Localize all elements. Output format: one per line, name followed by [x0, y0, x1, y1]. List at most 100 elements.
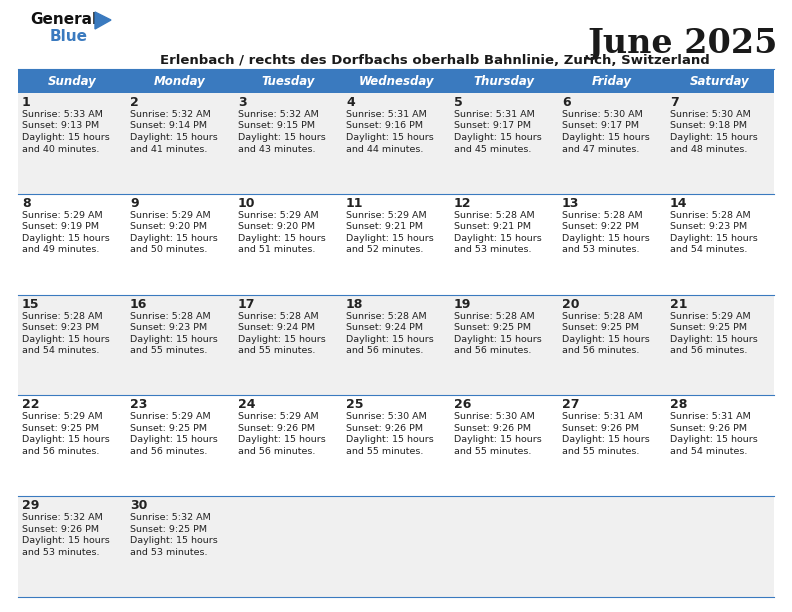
- Text: and 56 minutes.: and 56 minutes.: [562, 346, 639, 355]
- Text: Sunrise: 5:28 AM: Sunrise: 5:28 AM: [130, 312, 211, 321]
- Text: Sunset: 9:26 PM: Sunset: 9:26 PM: [670, 424, 747, 433]
- Text: 22: 22: [22, 398, 40, 411]
- Text: Sunset: 9:22 PM: Sunset: 9:22 PM: [562, 222, 639, 231]
- Text: 7: 7: [670, 96, 679, 109]
- Bar: [450, 69, 558, 93]
- Text: Sunrise: 5:29 AM: Sunrise: 5:29 AM: [130, 412, 211, 422]
- Text: Sunrise: 5:28 AM: Sunrise: 5:28 AM: [238, 312, 318, 321]
- Text: and 47 minutes.: and 47 minutes.: [562, 144, 639, 154]
- Text: and 56 minutes.: and 56 minutes.: [22, 447, 99, 456]
- Text: Sunrise: 5:32 AM: Sunrise: 5:32 AM: [22, 513, 103, 522]
- Text: 4: 4: [346, 96, 355, 109]
- Bar: [126, 69, 234, 93]
- Text: Daylight: 15 hours: Daylight: 15 hours: [670, 435, 758, 444]
- Text: and 55 minutes.: and 55 minutes.: [562, 447, 639, 456]
- Text: 25: 25: [346, 398, 364, 411]
- Text: 10: 10: [238, 197, 256, 210]
- Text: Daylight: 15 hours: Daylight: 15 hours: [346, 234, 434, 243]
- Text: Daylight: 15 hours: Daylight: 15 hours: [454, 435, 542, 444]
- Text: Sunset: 9:24 PM: Sunset: 9:24 PM: [346, 323, 423, 332]
- Text: and 55 minutes.: and 55 minutes.: [454, 447, 531, 456]
- Text: Sunrise: 5:30 AM: Sunrise: 5:30 AM: [670, 110, 751, 119]
- Text: 5: 5: [454, 96, 463, 109]
- Bar: [234, 69, 342, 93]
- Text: Sunset: 9:24 PM: Sunset: 9:24 PM: [238, 323, 315, 332]
- Text: Sunset: 9:26 PM: Sunset: 9:26 PM: [346, 424, 423, 433]
- Text: Sunset: 9:26 PM: Sunset: 9:26 PM: [22, 524, 99, 534]
- Text: and 56 minutes.: and 56 minutes.: [346, 346, 424, 355]
- Text: Daylight: 15 hours: Daylight: 15 hours: [130, 234, 218, 243]
- Text: Sunrise: 5:29 AM: Sunrise: 5:29 AM: [670, 312, 751, 321]
- Text: Sunrise: 5:30 AM: Sunrise: 5:30 AM: [346, 412, 427, 422]
- Text: Sunrise: 5:28 AM: Sunrise: 5:28 AM: [454, 211, 535, 220]
- Text: and 51 minutes.: and 51 minutes.: [238, 245, 315, 255]
- Text: Daylight: 15 hours: Daylight: 15 hours: [22, 234, 110, 243]
- Text: 8: 8: [22, 197, 31, 210]
- Text: Sunset: 9:21 PM: Sunset: 9:21 PM: [454, 222, 531, 231]
- Text: 3: 3: [238, 96, 246, 109]
- Text: Daylight: 15 hours: Daylight: 15 hours: [238, 234, 326, 243]
- Text: and 54 minutes.: and 54 minutes.: [22, 346, 99, 355]
- Text: Daylight: 15 hours: Daylight: 15 hours: [454, 234, 542, 243]
- Text: 29: 29: [22, 499, 40, 512]
- Text: Thursday: Thursday: [474, 75, 535, 88]
- Text: Sunrise: 5:28 AM: Sunrise: 5:28 AM: [22, 312, 103, 321]
- Text: Daylight: 15 hours: Daylight: 15 hours: [346, 435, 434, 444]
- Text: Sunset: 9:25 PM: Sunset: 9:25 PM: [670, 323, 747, 332]
- Bar: [18, 496, 774, 597]
- Text: and 48 minutes.: and 48 minutes.: [670, 144, 748, 154]
- Text: and 53 minutes.: and 53 minutes.: [562, 245, 639, 255]
- Text: 20: 20: [562, 297, 580, 311]
- Text: and 55 minutes.: and 55 minutes.: [130, 346, 208, 355]
- Text: 2: 2: [130, 96, 139, 109]
- Text: Sunrise: 5:31 AM: Sunrise: 5:31 AM: [670, 412, 751, 422]
- Text: Daylight: 15 hours: Daylight: 15 hours: [238, 435, 326, 444]
- Text: Sunrise: 5:29 AM: Sunrise: 5:29 AM: [238, 211, 318, 220]
- Text: Sunrise: 5:29 AM: Sunrise: 5:29 AM: [22, 412, 103, 422]
- Text: Daylight: 15 hours: Daylight: 15 hours: [670, 335, 758, 343]
- Text: and 56 minutes.: and 56 minutes.: [130, 447, 208, 456]
- Text: Wednesday: Wednesday: [358, 75, 434, 88]
- Text: Daylight: 15 hours: Daylight: 15 hours: [670, 234, 758, 243]
- Text: Sunrise: 5:29 AM: Sunrise: 5:29 AM: [346, 211, 427, 220]
- Bar: [342, 69, 450, 93]
- Text: 13: 13: [562, 197, 580, 210]
- Text: Daylight: 15 hours: Daylight: 15 hours: [346, 133, 434, 142]
- Text: Friday: Friday: [592, 75, 632, 88]
- Bar: [666, 69, 774, 93]
- Text: and 53 minutes.: and 53 minutes.: [454, 245, 531, 255]
- Bar: [18, 294, 774, 395]
- Text: and 44 minutes.: and 44 minutes.: [346, 144, 424, 154]
- Text: 30: 30: [130, 499, 147, 512]
- Text: Sunset: 9:13 PM: Sunset: 9:13 PM: [22, 122, 99, 130]
- Text: Daylight: 15 hours: Daylight: 15 hours: [670, 133, 758, 142]
- Text: and 56 minutes.: and 56 minutes.: [238, 447, 315, 456]
- Text: Sunrise: 5:28 AM: Sunrise: 5:28 AM: [670, 211, 751, 220]
- Text: 14: 14: [670, 197, 687, 210]
- Text: Sunset: 9:26 PM: Sunset: 9:26 PM: [454, 424, 531, 433]
- Text: Daylight: 15 hours: Daylight: 15 hours: [454, 335, 542, 343]
- Bar: [18, 69, 126, 93]
- Bar: [18, 395, 774, 496]
- Text: Sunset: 9:26 PM: Sunset: 9:26 PM: [562, 424, 639, 433]
- Text: Sunset: 9:25 PM: Sunset: 9:25 PM: [454, 323, 531, 332]
- Text: Sunset: 9:14 PM: Sunset: 9:14 PM: [130, 122, 207, 130]
- Text: Sunrise: 5:31 AM: Sunrise: 5:31 AM: [562, 412, 643, 422]
- Text: and 56 minutes.: and 56 minutes.: [454, 346, 531, 355]
- Text: and 55 minutes.: and 55 minutes.: [346, 447, 424, 456]
- Text: Monday: Monday: [154, 75, 206, 88]
- Text: and 45 minutes.: and 45 minutes.: [454, 144, 531, 154]
- Text: Sunset: 9:17 PM: Sunset: 9:17 PM: [562, 122, 639, 130]
- Text: Sunrise: 5:32 AM: Sunrise: 5:32 AM: [238, 110, 318, 119]
- Text: Sunset: 9:17 PM: Sunset: 9:17 PM: [454, 122, 531, 130]
- Text: Sunset: 9:20 PM: Sunset: 9:20 PM: [130, 222, 207, 231]
- Text: and 56 minutes.: and 56 minutes.: [670, 346, 748, 355]
- Text: Sunset: 9:26 PM: Sunset: 9:26 PM: [238, 424, 315, 433]
- Text: Sunrise: 5:28 AM: Sunrise: 5:28 AM: [454, 312, 535, 321]
- Text: Daylight: 15 hours: Daylight: 15 hours: [562, 234, 649, 243]
- Text: Sunrise: 5:29 AM: Sunrise: 5:29 AM: [22, 211, 103, 220]
- Text: Daylight: 15 hours: Daylight: 15 hours: [22, 536, 110, 545]
- Text: Sunset: 9:21 PM: Sunset: 9:21 PM: [346, 222, 423, 231]
- Text: Daylight: 15 hours: Daylight: 15 hours: [562, 133, 649, 142]
- Text: Sunday: Sunday: [48, 75, 97, 88]
